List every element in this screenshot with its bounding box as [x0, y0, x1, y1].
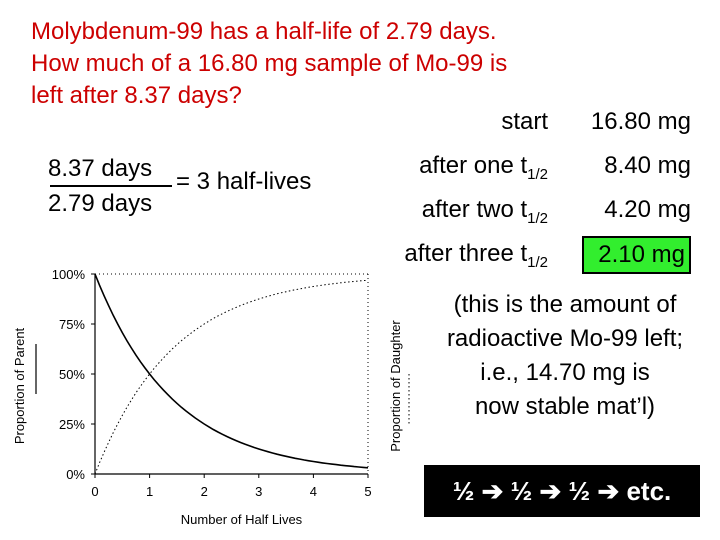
- question-line-1: Molybdenum-99 has a half-life of 2.79 da…: [31, 18, 497, 45]
- y-tick-label: 75%: [59, 317, 85, 332]
- question-text: Molybdenum-99 has a half-life of 2.79 da…: [31, 16, 631, 112]
- y-tick-label: 50%: [59, 367, 85, 382]
- step-values: 16.80 mg 8.40 mg 4.20 mg 2.10 mg: [582, 106, 691, 282]
- x-tick-label: 1: [146, 484, 153, 499]
- question-line-3: left after 8.37 days?: [31, 82, 242, 109]
- step-value-start: 16.80 mg: [590, 108, 691, 135]
- x-tick-label: 5: [364, 484, 371, 499]
- fraction-result: = 3 half-lives: [176, 168, 312, 195]
- answer-highlight: 2.10 mg: [582, 236, 691, 274]
- x-axis-label: Number of Half Lives: [181, 512, 303, 527]
- right-axis-label: Proportion of Daughter: [388, 320, 403, 452]
- step-labels: start after one t1/2 after two t1/2 afte…: [404, 106, 548, 282]
- step-value-three: 2.10 mg: [582, 236, 691, 282]
- step-label-start: start: [501, 108, 548, 135]
- fraction-numerator: 8.37 days: [48, 155, 153, 182]
- daughter-growth-line: [94, 279, 369, 475]
- fraction-denominator: 2.79 days: [48, 190, 153, 217]
- step-label-three: after three t1/2: [404, 240, 548, 271]
- fraction-bar: [50, 185, 172, 187]
- x-tick-label: 0: [91, 484, 98, 499]
- note-line-1: (this is the amount of: [453, 291, 677, 318]
- halving-banner: ½ ➔ ½ ➔ ½ ➔ etc.: [424, 465, 700, 517]
- left-axis-label: Proportion of Parent: [12, 327, 27, 444]
- y-tick-label: 100%: [52, 267, 86, 282]
- explanation-note: (this is the amount of radioactive Mo-99…: [420, 288, 710, 424]
- x-tick-label: 4: [310, 484, 317, 499]
- step-value-one: 8.40 mg: [604, 152, 691, 179]
- note-line-3: i.e., 14.70 mg is: [480, 359, 650, 386]
- step-label-two: after two t1/2: [421, 196, 548, 227]
- half-life-fraction: 8.37 days 2.79 days = 3 half-lives: [48, 154, 311, 219]
- y-tick-label: 25%: [59, 417, 85, 432]
- parent-decay-line: [94, 273, 369, 469]
- y-tick-label: 0%: [66, 467, 85, 482]
- question-line-2: How much of a 16.80 mg sample of Mo-99 i…: [31, 50, 508, 77]
- x-tick-label: 2: [201, 484, 208, 499]
- decay-chart: 0% 25% 50% 75% 100% 0 1 2 3 4 5 Number of Half Live…: [12, 267, 410, 527]
- step-label-one: after one t1/2: [419, 152, 548, 183]
- note-line-2: radioactive Mo-99 left;: [446, 325, 684, 352]
- x-tick-label: 3: [255, 484, 262, 499]
- step-value-two: 4.20 mg: [604, 196, 691, 223]
- note-line-4: now stable mat’l): [474, 393, 656, 420]
